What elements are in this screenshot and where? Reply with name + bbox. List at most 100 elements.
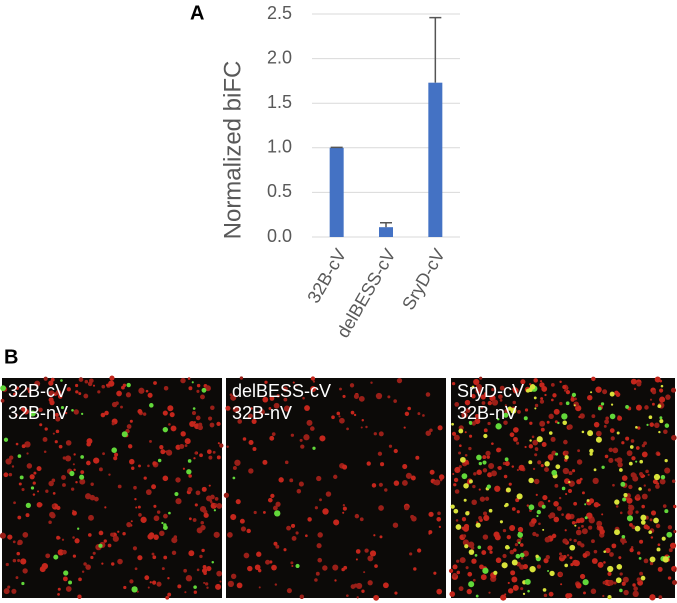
cell [561, 486, 566, 491]
cell [506, 534, 511, 540]
cell [23, 408, 30, 415]
cell [131, 466, 135, 470]
cell [632, 590, 639, 597]
cell [576, 459, 583, 465]
cell [336, 411, 341, 416]
cell [529, 566, 536, 573]
cell [655, 484, 660, 489]
cell [235, 499, 241, 505]
cell [519, 543, 524, 547]
cell [310, 386, 317, 392]
cell [210, 405, 215, 411]
cell [433, 571, 437, 575]
cell [57, 549, 64, 556]
cell [535, 533, 539, 537]
cell [174, 491, 179, 497]
cell [638, 471, 644, 477]
cell [541, 504, 546, 509]
cell [298, 481, 304, 487]
cell [126, 382, 131, 388]
cell [350, 584, 356, 590]
cell [649, 561, 654, 566]
cell [359, 517, 364, 522]
cell [127, 444, 133, 449]
cell [665, 394, 671, 400]
cell [503, 420, 508, 425]
cell [273, 402, 280, 409]
cell [379, 535, 383, 539]
cell [24, 441, 31, 448]
cell [465, 566, 469, 570]
cell [152, 461, 157, 466]
cell [548, 431, 553, 435]
cell [130, 520, 133, 523]
cell [30, 486, 35, 490]
cell [5, 458, 12, 465]
cell [428, 532, 431, 535]
y-tick-label: 1.5 [267, 92, 292, 112]
cell [295, 384, 298, 387]
cell [203, 581, 206, 584]
cell [468, 549, 475, 555]
cell [664, 509, 669, 514]
cell [638, 487, 642, 491]
cell [42, 437, 48, 442]
cell [209, 422, 215, 428]
cell [331, 415, 335, 420]
cell [111, 562, 115, 566]
cell [569, 544, 576, 551]
cell [310, 376, 316, 381]
cell [247, 565, 253, 572]
cell [278, 477, 284, 483]
cell [514, 542, 519, 547]
cell [135, 506, 138, 509]
cell [120, 405, 123, 409]
cell [591, 376, 596, 382]
x-tick-label: SryD-cV [398, 245, 449, 313]
cell [101, 384, 106, 389]
cell [8, 472, 13, 477]
cell [109, 375, 115, 381]
cell [641, 493, 648, 500]
cell [11, 588, 17, 594]
cell [194, 503, 198, 507]
cell [262, 459, 268, 465]
cell [322, 508, 329, 515]
cell [355, 549, 361, 554]
cell [625, 405, 629, 409]
cell [638, 557, 642, 560]
cell [614, 458, 618, 462]
cell [417, 412, 421, 416]
cell [558, 572, 563, 577]
cell [247, 415, 251, 419]
cell [230, 573, 237, 580]
cell [656, 452, 661, 456]
cell [593, 468, 597, 472]
cell [496, 447, 501, 453]
cell [393, 399, 397, 403]
cell [75, 390, 79, 394]
cell [367, 580, 373, 586]
cell [650, 510, 657, 516]
cell [122, 532, 126, 536]
cell [654, 376, 661, 383]
cell [88, 533, 92, 537]
cell [451, 431, 457, 436]
cell [98, 543, 103, 548]
cell [450, 504, 455, 509]
cell [483, 428, 488, 433]
cell [595, 386, 602, 393]
cell [518, 464, 525, 471]
cell [621, 534, 626, 539]
cell [32, 481, 36, 485]
cell [212, 450, 216, 454]
cell [83, 393, 89, 399]
cell [564, 450, 569, 455]
cell [479, 376, 483, 380]
cell [161, 567, 165, 571]
cell [593, 549, 598, 554]
y-tick-label: 1.0 [267, 137, 292, 157]
cell [41, 562, 49, 570]
cell [206, 565, 212, 572]
cell [507, 581, 510, 585]
